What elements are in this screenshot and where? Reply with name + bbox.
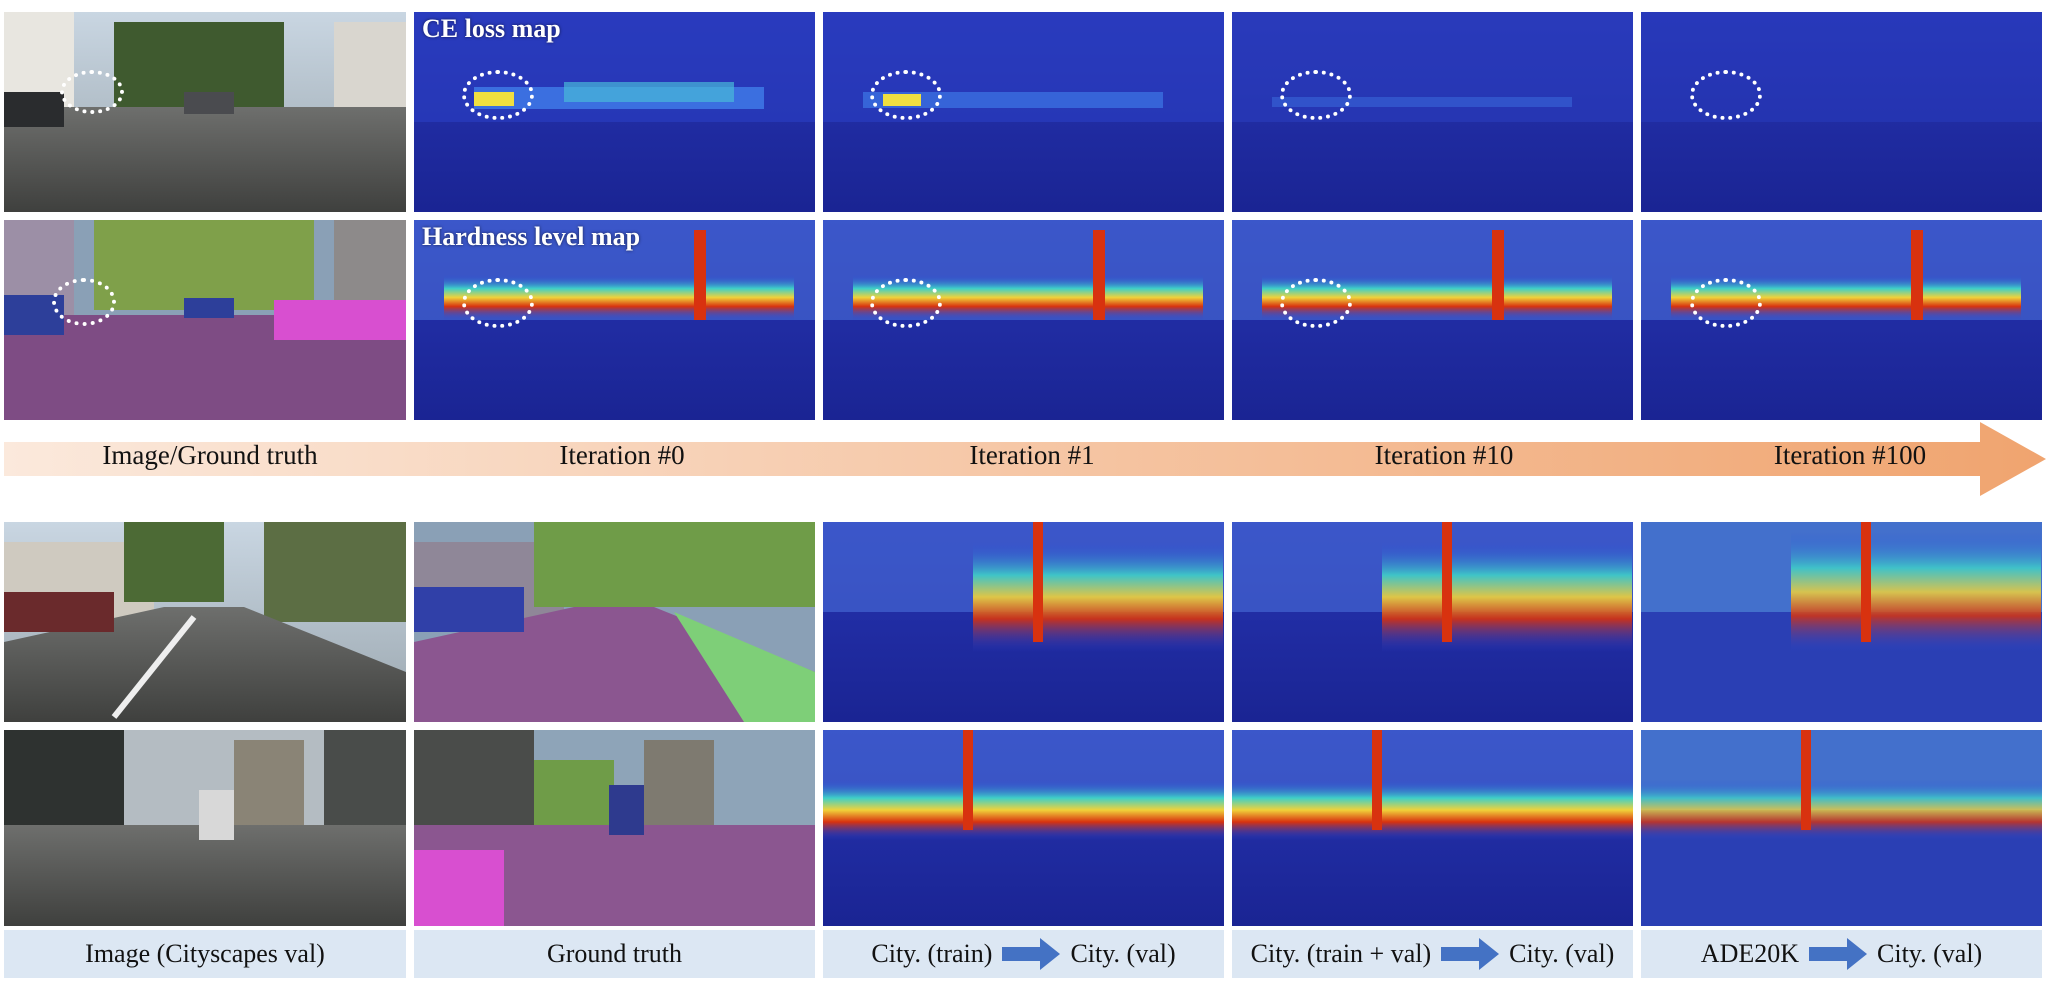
highlight-marker [52,278,116,326]
highlight-marker [1690,70,1762,120]
highlight-marker [870,278,942,328]
highlight-marker [1690,278,1762,328]
hardness-map-city-trainval [1232,522,1633,722]
right-arrow-icon [1002,938,1061,970]
caption-city-trainval-source: City. (train + val) [1250,939,1432,968]
hardness-map-city-trainval-2 [1232,730,1633,926]
image-panel-3 [4,730,406,926]
highlight-marker [870,70,942,120]
caption-city-train-source: City. (train) [871,939,993,968]
caption-ade20k-source: ADE20K [1700,939,1800,968]
step-label-image-gt: Image/Ground truth [102,440,318,470]
highlight-marker [462,278,534,328]
hardness-map-ade20k-2 [1641,730,2042,926]
caption-city-train: City. (train) City. (val) [823,930,1224,978]
step-label-iter-1: Iteration #1 [969,440,1095,470]
highlight-marker [462,70,534,120]
hardness-map-iter-1 [823,220,1224,420]
highlight-marker [1280,70,1352,120]
right-arrow-icon [1809,938,1868,970]
gt-panel-3 [414,730,815,926]
step-label-iter-100: Iteration #100 [1773,440,1927,470]
caption-city-train-target: City. (val) [1070,939,1176,968]
hardness-map-city-train-2 [823,730,1224,926]
highlight-marker [60,70,124,114]
hardness-map-label: Hardness level map [422,222,641,251]
highlight-marker [1280,278,1352,328]
right-arrow-icon [1441,938,1500,970]
caption-image-text: Image (Cityscapes val) [85,939,325,968]
caption-ade20k-target: City. (val) [1877,939,1983,968]
step-label-iter-10: Iteration #10 [1374,440,1514,470]
caption-city-trainval-target: City. (val) [1509,939,1615,968]
caption-gt-text: Ground truth [546,939,683,968]
step-label-iter-0: Iteration #0 [559,440,685,470]
hardness-map-ade20k [1641,522,2042,722]
hardness-map-city-train [823,522,1224,722]
caption-city-trainval: City. (train + val) City. (val) [1232,930,1633,978]
caption-ade20k: ADE20K City. (val) [1641,930,2042,978]
caption-image: Image (Cityscapes val) [4,930,406,978]
iteration-arrow [4,422,2046,496]
image-panel-1 [4,12,406,212]
ce-loss-map-label: CE loss map [422,14,561,43]
image-panel-2 [4,522,406,722]
caption-gt: Ground truth [414,930,815,978]
gt-panel-2 [414,522,815,722]
